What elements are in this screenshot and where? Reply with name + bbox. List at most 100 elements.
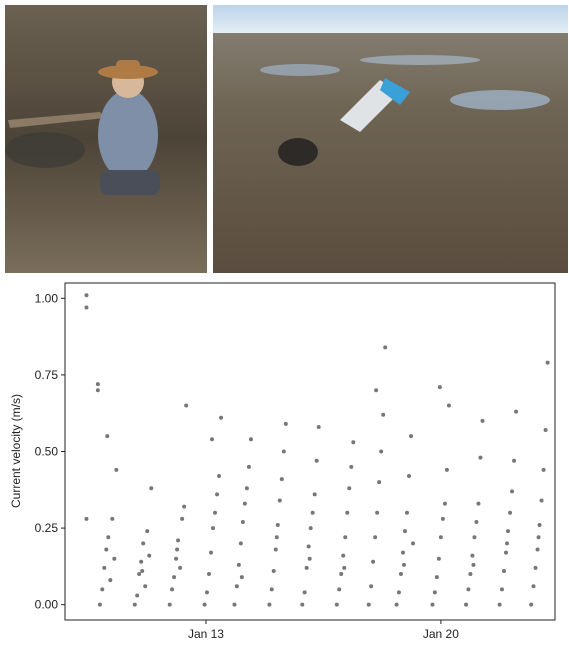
point	[342, 566, 346, 570]
point	[435, 575, 439, 579]
point	[100, 587, 104, 591]
point	[249, 437, 253, 441]
point	[534, 566, 538, 570]
point	[104, 548, 108, 552]
photo-left	[5, 5, 207, 273]
point	[235, 584, 239, 588]
point	[383, 345, 387, 349]
point	[544, 428, 548, 432]
point	[241, 520, 245, 524]
point	[305, 566, 309, 570]
point	[102, 566, 106, 570]
y-tick-label: 0.75	[35, 368, 59, 382]
point	[504, 551, 508, 555]
plot-frame	[65, 283, 555, 620]
point	[210, 437, 214, 441]
point	[505, 541, 509, 545]
point	[381, 413, 385, 417]
point	[339, 572, 343, 576]
point	[140, 569, 144, 573]
point	[374, 388, 378, 392]
point	[443, 502, 447, 506]
point	[114, 468, 118, 472]
point	[529, 603, 533, 607]
point	[399, 572, 403, 576]
point	[373, 535, 377, 539]
point	[143, 584, 147, 588]
point	[307, 544, 311, 548]
point	[309, 526, 313, 530]
point	[402, 563, 406, 567]
point	[481, 419, 485, 423]
point	[439, 535, 443, 539]
point	[345, 511, 349, 515]
point	[447, 404, 451, 408]
point	[367, 603, 371, 607]
point	[498, 603, 502, 607]
point	[282, 450, 286, 454]
point	[433, 590, 437, 594]
point	[168, 603, 172, 607]
point	[176, 538, 180, 542]
point	[237, 563, 241, 567]
photo-right	[213, 5, 568, 273]
point	[313, 492, 317, 496]
point	[239, 541, 243, 545]
point	[478, 456, 482, 460]
point	[405, 511, 409, 515]
point	[441, 517, 445, 521]
point	[276, 523, 280, 527]
point	[369, 584, 373, 588]
point	[267, 603, 271, 607]
point	[98, 603, 102, 607]
point	[546, 361, 550, 365]
point	[207, 572, 211, 576]
point	[397, 590, 401, 594]
point	[343, 535, 347, 539]
point	[105, 434, 109, 438]
point	[538, 523, 542, 527]
point	[514, 410, 518, 414]
figure: Current velocity (m/s) 0.000.250.500.751…	[0, 0, 569, 646]
point	[537, 535, 541, 539]
point	[542, 468, 546, 472]
point	[337, 587, 341, 591]
point	[445, 468, 449, 472]
point	[175, 548, 179, 552]
point	[532, 584, 536, 588]
point	[149, 486, 153, 490]
point	[510, 489, 514, 493]
point	[512, 459, 516, 463]
point	[170, 587, 174, 591]
point	[284, 422, 288, 426]
point	[401, 551, 405, 555]
point	[145, 529, 149, 533]
point	[464, 603, 468, 607]
point	[182, 505, 186, 509]
point	[474, 520, 478, 524]
point	[377, 480, 381, 484]
point	[275, 535, 279, 539]
point	[139, 560, 143, 564]
point	[243, 502, 247, 506]
point	[315, 459, 319, 463]
point	[211, 526, 215, 530]
point	[135, 593, 139, 597]
y-tick-label: 0.00	[35, 598, 59, 612]
point	[178, 566, 182, 570]
y-axis-label: Current velocity (m/s)	[9, 394, 23, 508]
point	[172, 575, 176, 579]
point	[184, 404, 188, 408]
point	[438, 385, 442, 389]
point	[371, 560, 375, 564]
point	[137, 572, 141, 576]
point	[411, 541, 415, 545]
point	[407, 474, 411, 478]
point	[108, 578, 112, 582]
point	[540, 499, 544, 503]
point	[219, 416, 223, 420]
point	[174, 557, 178, 561]
point	[245, 486, 249, 490]
point	[141, 541, 145, 545]
point	[84, 517, 88, 521]
